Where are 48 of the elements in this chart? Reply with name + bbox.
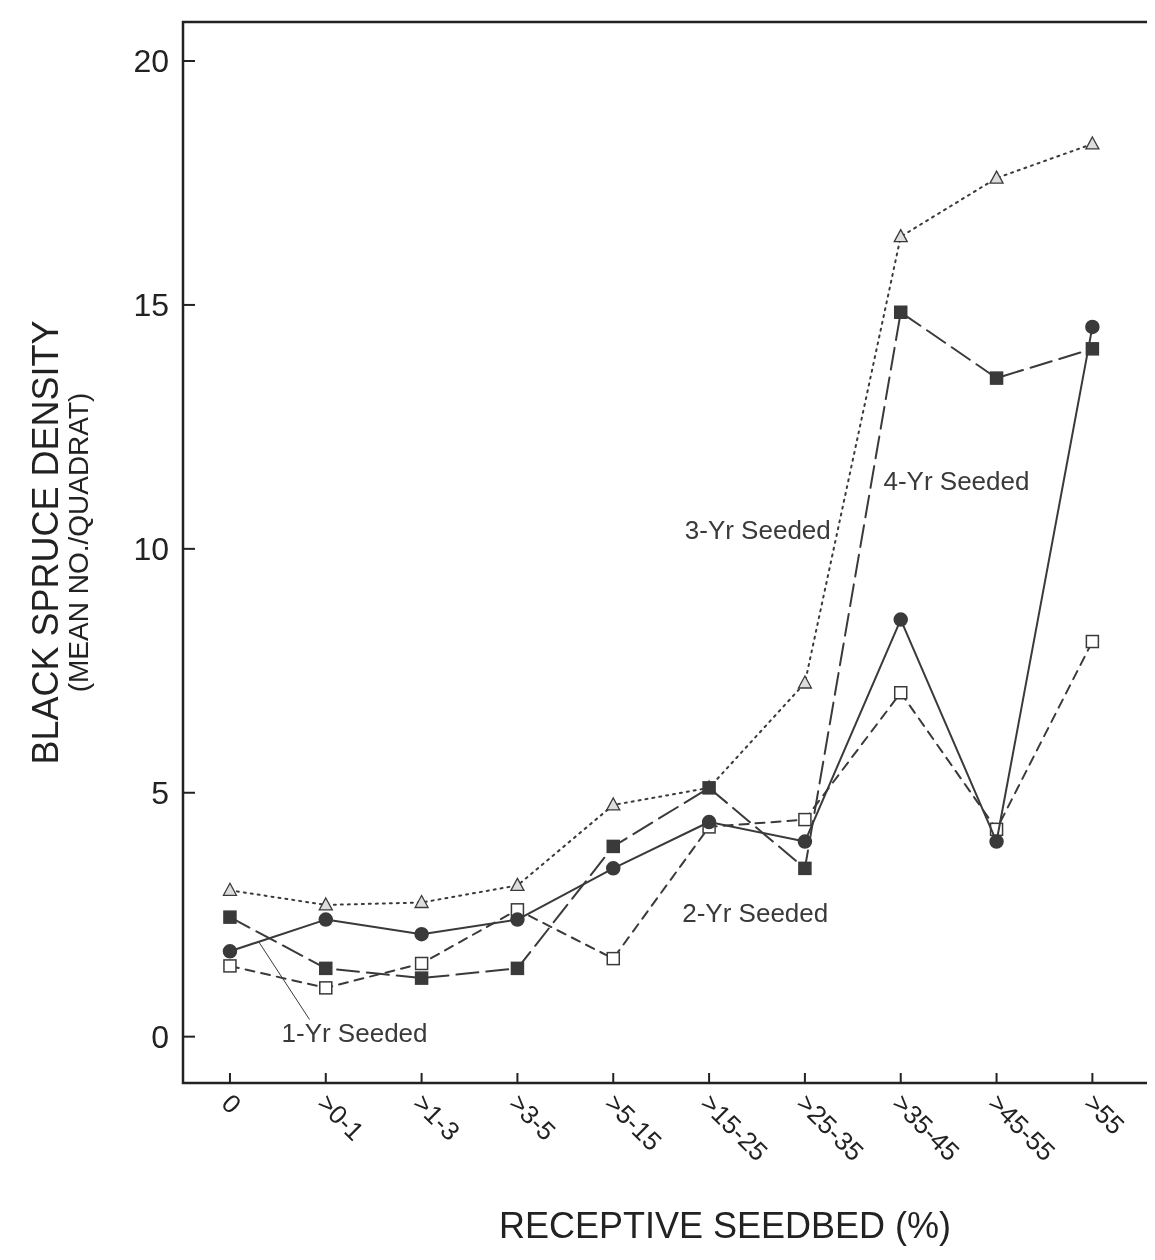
point (223, 910, 237, 924)
point (606, 951, 620, 966)
text: 1-Yr Seeded (281, 1017, 428, 1048)
point (797, 834, 813, 849)
point (319, 961, 333, 976)
point (414, 894, 429, 909)
point (701, 814, 717, 830)
point (510, 961, 525, 976)
point (989, 834, 1004, 849)
point (893, 686, 908, 700)
point (893, 612, 908, 627)
point (989, 371, 1004, 385)
point (223, 959, 237, 973)
y-tick-label: 10 (133, 530, 169, 567)
point (1085, 342, 1100, 356)
point (510, 912, 525, 927)
y-tick-label: 15 (133, 286, 169, 323)
point (606, 861, 621, 876)
x-tick-label: >55 (1078, 1088, 1131, 1141)
point (318, 912, 334, 927)
point (606, 839, 620, 854)
point (1085, 319, 1100, 335)
x-axis-title: RECEPTIVE SEEDBED (%) (498, 1205, 952, 1246)
y-tick-label: 20 (133, 43, 169, 80)
point (798, 861, 812, 876)
point (414, 926, 429, 942)
point (319, 981, 333, 995)
x-tick-label: 0 (215, 1088, 248, 1120)
series-label: 2-Yr Seeded (682, 898, 829, 929)
point (414, 971, 429, 985)
y-tick-label: 0 (151, 1018, 169, 1055)
series-label: 3-Yr Seeded (684, 515, 831, 546)
point (510, 877, 525, 892)
point (414, 956, 429, 971)
point (893, 228, 908, 243)
y-axis-title: BLACK SPRUCE DENSITY (MEAN NO./QUADRAT) (25, 320, 94, 765)
point (606, 797, 621, 811)
series-label: 4-Yr Seeded (883, 466, 1030, 497)
point (222, 882, 238, 896)
y-tick-label: 5 (151, 774, 169, 811)
point (893, 305, 908, 319)
point (798, 812, 812, 827)
point (222, 944, 238, 959)
point (797, 675, 813, 689)
point (1085, 634, 1100, 649)
point (1085, 136, 1100, 150)
point (989, 170, 1004, 184)
point (318, 897, 333, 911)
